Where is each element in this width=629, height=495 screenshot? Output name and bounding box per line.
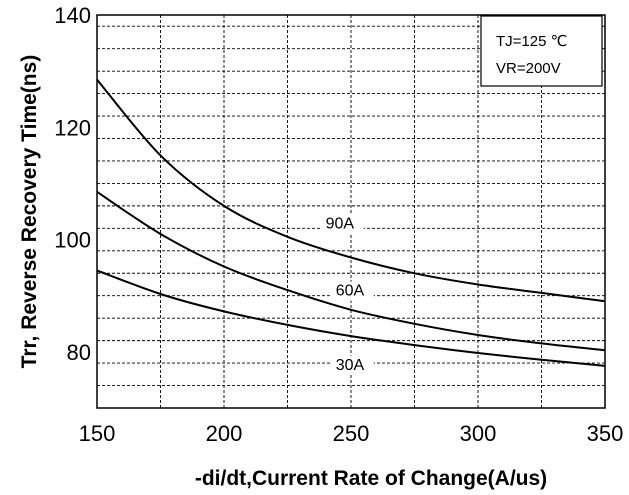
curve-label-90a: 90A [326,215,355,232]
conditions-box-frame [480,15,603,87]
y-tick-label: 80 [67,340,91,365]
y-tick-label: 140 [54,3,91,28]
tick-labels: 150 200 250 300 350 80 100 120 140 [54,3,623,446]
series-line-30a [96,269,606,367]
curve-label-bg [331,355,374,375]
plot-frame [96,14,606,409]
curve-labels: 90A 60A 30A [321,214,374,375]
curve-label-30a: 30A [336,357,365,374]
curve-label-60a: 60A [336,283,365,300]
conditions-box: TJ=125 ℃ VR=200V [480,15,603,87]
series-line-90a [96,78,606,303]
curve-label-bg [331,281,374,301]
conditions-line: VR=200V [496,60,561,77]
plot-border [96,14,606,409]
series-line-60a [96,190,606,352]
y-tick-label: 100 [54,228,91,253]
curve-label-bg [321,214,364,234]
x-tick-label: 200 [206,421,243,446]
x-tick-label: 300 [460,421,497,446]
conditions-line: TJ=125 ℃ [496,33,567,50]
series-group [96,78,606,367]
x-axis-title: -di/dt,Current Rate of Change(A/us) [195,467,547,490]
x-tick-label: 150 [79,421,116,446]
y-axis-title: Trr, Reverse Recovery Time(ns) [18,55,41,369]
y-tick-label: 120 [54,115,91,140]
x-tick-label: 350 [587,421,624,446]
x-tick-label: 250 [333,421,370,446]
